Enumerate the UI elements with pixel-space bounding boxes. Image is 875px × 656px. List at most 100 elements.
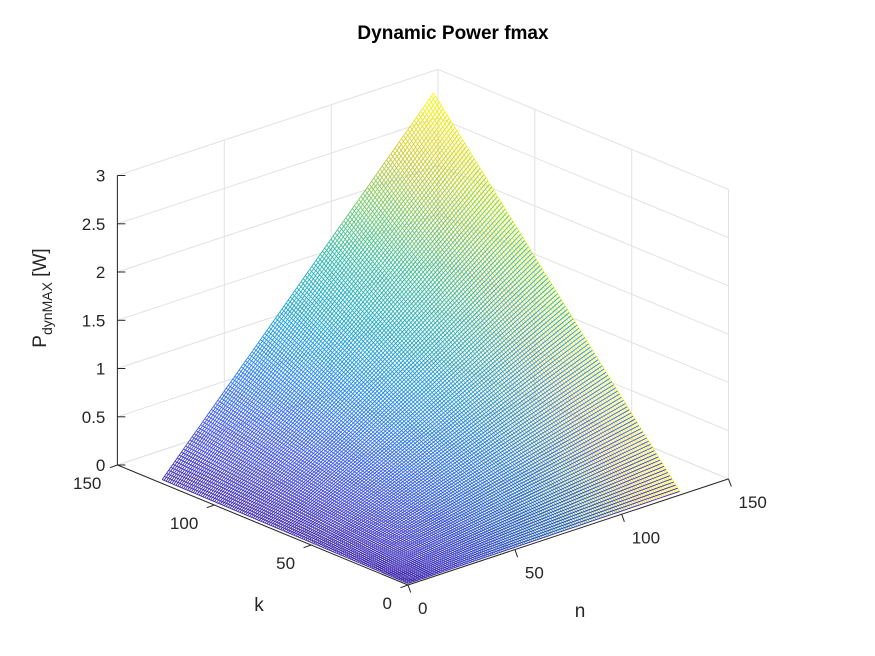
mesh-line-k — [355, 278, 368, 294]
mesh-line-k — [441, 356, 454, 368]
mesh-line-k — [341, 433, 354, 445]
mesh-line-k — [277, 484, 290, 497]
mesh-line-k — [186, 432, 199, 449]
mesh-line-k — [407, 339, 420, 353]
mesh-line-k — [557, 478, 570, 485]
mesh-line-k — [519, 471, 532, 478]
mesh-line-k — [386, 569, 399, 575]
mesh-line-k — [523, 340, 536, 351]
mesh-line-k — [348, 373, 361, 387]
mesh-line-k — [522, 527, 535, 533]
mesh-line-k — [400, 250, 413, 266]
mesh-line-k — [448, 535, 461, 542]
mesh-line-k — [453, 345, 466, 357]
mesh-line-k — [302, 481, 315, 493]
mesh-line-k — [403, 446, 415, 457]
mesh-line-k — [639, 489, 652, 495]
mesh-line-k — [260, 492, 273, 505]
mesh-line-k — [377, 401, 390, 414]
mesh-line-k — [596, 508, 609, 514]
mesh-line-k — [486, 432, 499, 442]
mesh-line-k — [451, 391, 464, 403]
mesh-line-k — [341, 505, 353, 515]
mesh-line-k — [323, 349, 336, 364]
mesh-line-k — [454, 416, 467, 427]
mesh-line-k — [605, 481, 618, 488]
mesh-line-k — [592, 503, 605, 509]
mesh-line-k — [474, 347, 487, 359]
mesh-line-k — [526, 496, 538, 503]
mesh-line-k — [490, 392, 502, 402]
mesh-line-k — [173, 447, 186, 464]
mesh-line-k — [494, 269, 507, 282]
mesh-line-k — [405, 448, 417, 459]
mesh-line-k — [272, 421, 285, 436]
mesh-line-k — [330, 423, 343, 436]
mesh-line-k — [294, 457, 307, 470]
mesh-line-k — [351, 460, 364, 472]
mesh-line-k — [375, 511, 388, 521]
mesh-line-k — [461, 249, 474, 263]
mesh-line-k — [596, 374, 609, 384]
mesh-line-k — [425, 517, 438, 525]
mesh-line-k — [313, 451, 326, 464]
mesh-line-k — [416, 298, 429, 313]
mesh-line-k — [462, 465, 475, 474]
mesh-line-k — [293, 393, 306, 408]
mesh-line-k — [335, 255, 348, 272]
mesh-line-k — [496, 300, 509, 312]
mesh-line-k — [389, 143, 402, 161]
mesh-line-k — [457, 243, 470, 257]
mesh-line-k — [322, 395, 335, 409]
x-tick-mark — [728, 478, 732, 487]
mesh-line-k — [554, 493, 567, 500]
mesh-line-k — [315, 315, 328, 331]
mesh-line-k — [167, 465, 180, 483]
mesh-line-k — [584, 356, 597, 365]
mesh-line-k — [439, 353, 452, 366]
mesh-line-k — [307, 307, 320, 324]
mesh-line-k — [264, 494, 277, 507]
mesh-line-k — [165, 465, 178, 482]
mesh-line-k — [239, 398, 252, 414]
mesh-line-k — [403, 484, 416, 493]
mesh-line-k — [331, 403, 344, 417]
mesh-line-k — [346, 394, 359, 408]
mesh-line-k — [354, 379, 367, 392]
mesh-line-k — [347, 297, 360, 312]
mesh-line-k — [316, 506, 329, 517]
mesh-line-n — [396, 144, 644, 504]
mesh-line-k — [455, 240, 468, 254]
mesh-line-k — [454, 322, 467, 335]
mesh-line-k — [362, 287, 375, 303]
mesh-line-k — [400, 279, 413, 293]
mesh-line-k — [395, 551, 408, 559]
mesh-line-k — [551, 302, 564, 314]
mesh-line-k — [277, 465, 290, 479]
mesh-line-k — [644, 453, 657, 460]
mesh-line-k — [396, 184, 409, 201]
mesh-line-k — [557, 435, 570, 444]
mesh-line-k — [572, 457, 585, 464]
mesh-line-k — [390, 560, 402, 567]
mesh-line-k — [359, 336, 372, 350]
mesh-line-k — [530, 398, 542, 408]
mesh-line-k — [391, 435, 404, 447]
mesh-line-k — [561, 345, 574, 356]
mesh-line-n — [352, 208, 599, 520]
mesh-line-k — [224, 386, 237, 404]
mesh-line-k — [566, 377, 578, 387]
mesh-line-k — [201, 440, 214, 457]
mesh-line-k — [468, 550, 480, 556]
mesh-line-k — [318, 264, 331, 281]
mesh-line-k — [323, 494, 336, 505]
mesh-line-k — [360, 285, 373, 300]
mesh-line-k — [251, 449, 264, 464]
mesh-line-k — [540, 434, 552, 443]
mesh-line-k — [257, 453, 270, 467]
mesh-line-k — [549, 401, 562, 411]
mesh-line-k — [395, 152, 408, 169]
mesh-line-k — [380, 464, 393, 475]
mesh-line-k — [504, 452, 517, 461]
mesh-line-k — [365, 366, 378, 380]
